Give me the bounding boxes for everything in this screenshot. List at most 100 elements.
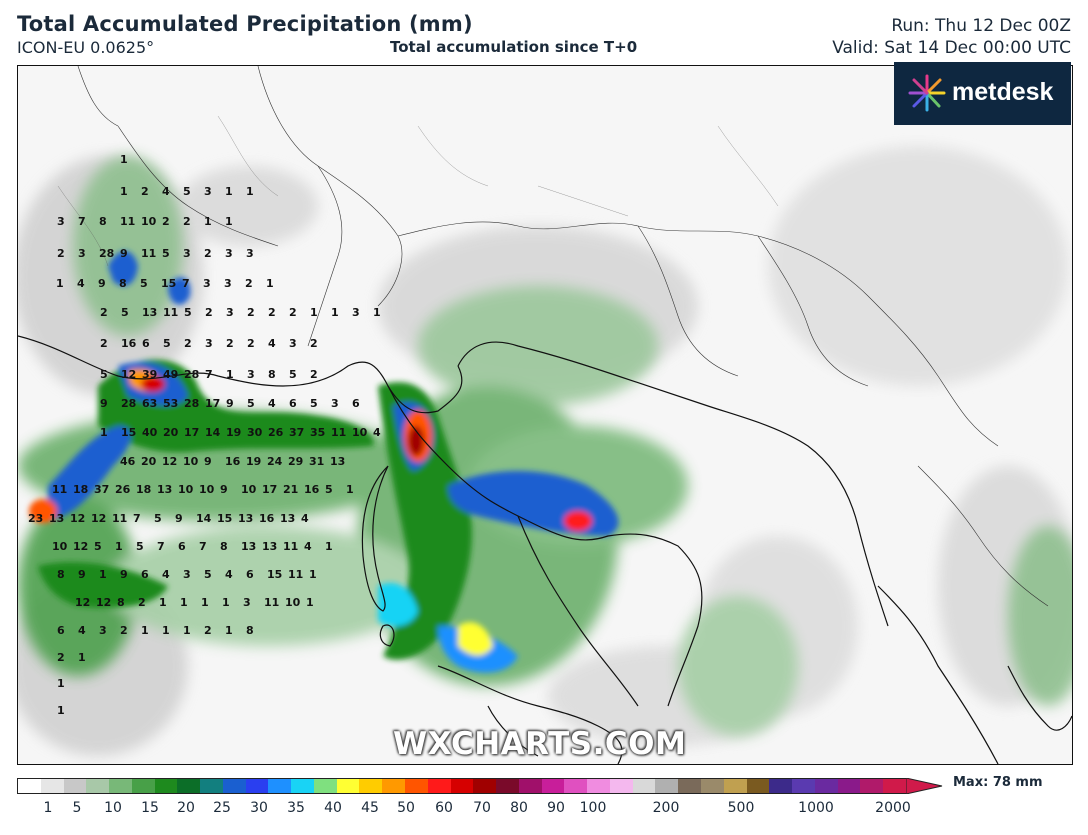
precipitation-value: 1	[226, 368, 234, 381]
color-scale-segment	[541, 779, 565, 793]
precipitation-value: 1	[183, 624, 191, 637]
precipitation-value: 11	[141, 247, 157, 260]
precipitation-value: 13	[142, 306, 158, 319]
precipitation-value: 15	[121, 426, 137, 439]
color-scale-tick: 60	[435, 800, 453, 816]
precipitation-value: 1	[201, 596, 209, 609]
precipitation-value: 3	[246, 247, 254, 260]
precipitation-value: 1	[120, 185, 128, 198]
precipitation-value: 2	[268, 306, 276, 319]
precipitation-value: 10	[352, 426, 368, 439]
color-scale-segment	[382, 779, 406, 793]
color-scale-tick: 1000	[798, 800, 834, 816]
color-scale-segment	[792, 779, 815, 793]
color-scale-segment	[268, 779, 292, 793]
precipitation-value: 21	[283, 483, 299, 496]
precipitation-value: 6	[142, 337, 150, 350]
chart-subtitle: Total accumulation since T+0	[390, 38, 638, 56]
precipitation-value: 28	[121, 397, 137, 410]
precipitation-value: 1	[309, 568, 317, 581]
precipitation-value: 2	[226, 337, 234, 350]
precipitation-value: 9	[175, 512, 183, 525]
precipitation-value: 16	[259, 512, 275, 525]
precipitation-value: 2	[138, 596, 146, 609]
precipitation-value: 8	[246, 624, 254, 637]
precipitation-value: 9	[204, 455, 212, 468]
color-scale-segment	[405, 779, 428, 793]
precipitation-value: 8	[119, 277, 127, 290]
precipitation-value: 11	[112, 512, 128, 525]
precipitation-value: 2	[204, 624, 212, 637]
color-scale-segment	[86, 779, 110, 793]
precipitation-value: 3	[224, 277, 232, 290]
precipitation-value: 2	[310, 368, 318, 381]
precipitation-value: 19	[226, 426, 242, 439]
precipitation-value: 1	[57, 677, 65, 690]
precipitation-value: 3	[99, 624, 107, 637]
precipitation-value: 15	[267, 568, 283, 581]
precipitation-value: 1	[141, 624, 149, 637]
color-scale-tick: 35	[287, 800, 305, 816]
precipitation-value: 1	[266, 277, 274, 290]
precipitation-value: 16	[225, 455, 241, 468]
precipitation-value: 14	[205, 426, 221, 439]
precipitation-value: 1	[225, 215, 233, 228]
precipitation-value: 1	[346, 483, 354, 496]
color-scale-tick: 90	[547, 800, 565, 816]
precipitation-value: 10	[285, 596, 301, 609]
watermark: WXCHARTS.COM	[393, 726, 687, 762]
precipitation-value: 1	[100, 426, 108, 439]
color-scale-bar	[17, 778, 907, 794]
precipitation-value: 5	[310, 397, 318, 410]
precipitation-value: 6	[352, 397, 360, 410]
precipitation-value: 15	[217, 512, 233, 525]
precipitation-value: 17	[262, 483, 278, 496]
precipitation-value: 28	[184, 368, 200, 381]
color-scale-tick: 15	[141, 800, 159, 816]
internal-borders	[77, 66, 1049, 607]
precipitation-value: 8	[220, 540, 228, 553]
color-scale-tick: 25	[213, 800, 231, 816]
precipitation-value: 4	[301, 512, 309, 525]
precipitation-value: 15	[161, 277, 177, 290]
precipitation-value: 2	[310, 337, 318, 350]
color-scale-tick: 30	[250, 800, 268, 816]
precipitation-value: 6	[178, 540, 186, 553]
precipitation-value: 1	[159, 596, 167, 609]
precipitation-value: 40	[142, 426, 158, 439]
precipitation-value: 1	[225, 624, 233, 637]
precipitation-value: 2	[57, 651, 65, 664]
color-scale-segment	[587, 779, 610, 793]
precipitation-value: 3	[289, 337, 297, 350]
color-scale-segment	[769, 779, 793, 793]
precipitation-value: 5	[121, 306, 129, 319]
precipitation-value: 6	[141, 568, 149, 581]
precipitation-value: 1	[246, 185, 254, 198]
precipitation-value: 1	[325, 540, 333, 553]
precipitation-value: 5	[162, 247, 170, 260]
precipitation-value: 7	[182, 277, 190, 290]
precipitation-value: 4	[268, 397, 276, 410]
precipitation-map[interactable]	[17, 65, 1073, 765]
precipitation-value: 23	[28, 512, 44, 525]
color-scale-tick: 2000	[875, 800, 911, 816]
precipitation-value: 13	[238, 512, 254, 525]
precipitation-value: 10	[199, 483, 215, 496]
precipitation-value: 5	[289, 368, 297, 381]
precipitation-value: 31	[309, 455, 325, 468]
precipitation-value: 10	[52, 540, 68, 553]
precipitation-value: 13	[330, 455, 346, 468]
precipitation-value: 26	[268, 426, 284, 439]
precipitation-value: 12	[162, 455, 178, 468]
precipitation-value: 18	[73, 483, 89, 496]
color-scale-segment	[746, 779, 770, 793]
precipitation-value: 4	[78, 624, 86, 637]
sparkle-burst-icon	[908, 74, 946, 112]
color-scale-tick: 45	[361, 800, 379, 816]
precipitation-value: 1	[373, 306, 381, 319]
precipitation-value: 3	[183, 568, 191, 581]
precipitation-value: 14	[196, 512, 212, 525]
precipitation-value: 29	[288, 455, 304, 468]
precipitation-value: 1	[204, 215, 212, 228]
color-scale-tick: 1	[43, 800, 53, 816]
